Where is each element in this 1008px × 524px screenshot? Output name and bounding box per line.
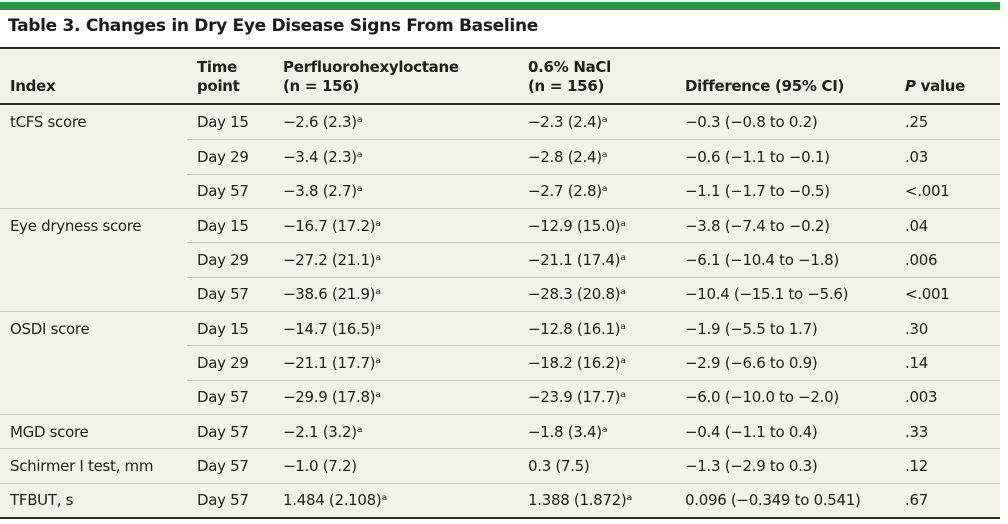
cell-time-point: Day 29 — [187, 242, 273, 276]
cell-control-value: −23.9 (17.7)ᵃ — [518, 379, 675, 414]
cell-index — [0, 277, 187, 311]
cell-control-value: −1.8 (3.4)ᵃ — [518, 413, 675, 448]
cell-index — [0, 174, 187, 208]
cell-p-value: .003 — [895, 379, 1000, 414]
cell-p-value: .25 — [905, 113, 928, 132]
cell-control-value: −12.9 (15.0)ᵃ — [518, 207, 675, 242]
cell-control-value: 0.3 (7.5) — [518, 448, 675, 482]
table-row: MGD score Day 57 −2.1 (3.2)ᵃ −1.8 (3.4)ᵃ… — [0, 413, 1000, 448]
table-title: Table 3. Changes in Dry Eye Disease Sign… — [8, 16, 538, 36]
cell-p-value: <.001 — [895, 276, 1000, 311]
cell-treatment-value: −38.6 (21.9)ᵃ — [273, 276, 518, 311]
cell-treatment-value: −14.7 (16.5)ᵃ — [273, 310, 518, 345]
cell-p-value: .33 — [895, 413, 1000, 448]
cell-time-point: Day 57 — [187, 276, 273, 311]
cell-p-value: .30 — [895, 310, 1000, 345]
cell-difference: −6.1 (−10.4 to −1.8) — [675, 242, 895, 276]
cell-treatment-value: −3.8 (2.7)ᵃ — [273, 173, 518, 208]
cell-difference: −1.9 (−5.5 to 1.7) — [675, 310, 895, 345]
cell-time-point: Day 57 — [187, 379, 273, 414]
col-header-treatment: Perfluorohexyloctane (n = 156) — [283, 58, 459, 95]
cell-difference: −0.4 (−1.1 to 0.4) — [675, 413, 895, 448]
col-header-difference: Difference (95% CI) — [685, 77, 845, 95]
cell-treatment-value: −16.7 (17.2)ᵃ — [273, 207, 518, 242]
col-header-time-point: Time point — [197, 58, 240, 95]
table-row: Eye dryness score Day 15 −16.7 (17.2)ᵃ −… — [0, 207, 1000, 242]
table-row: tCFS score Day 15 −2.6 (2.3)ᵃ −2.3 (2.4)… — [0, 105, 1000, 139]
cell-treatment-value: −21.1 (17.7)ᵃ — [273, 345, 518, 379]
cell-index: OSDI score — [0, 310, 187, 345]
cell-index — [0, 242, 187, 276]
cell-index — [0, 345, 187, 379]
cell-difference: −2.9 (−6.6 to 0.9) — [675, 345, 895, 379]
cell-p-value: .04 — [895, 207, 1000, 242]
table-row: OSDI score Day 15 −14.7 (16.5)ᵃ −12.8 (1… — [0, 310, 1000, 345]
table-row: Day 29 −21.1 (17.7)ᵃ −18.2 (16.2)ᵃ −2.9 … — [0, 345, 1000, 379]
cell-difference: −1.3 (−2.9 to 0.3) — [675, 448, 895, 482]
table-row: Schirmer I test, mm Day 57 −1.0 (7.2) 0.… — [0, 448, 1000, 482]
cell-control-value: −2.3 (2.4)ᵃ — [528, 113, 608, 132]
cell-time-point: Day 57 — [187, 482, 273, 517]
cell-difference: −0.6 (−1.1 to −0.1) — [675, 139, 895, 173]
cell-difference: −0.3 (−0.8 to 0.2) — [685, 113, 818, 132]
cell-index — [0, 139, 187, 173]
cell-p-value: .006 — [895, 242, 1000, 276]
col-header-index: Index — [10, 77, 56, 95]
table-row: Day 29 −3.4 (2.3)ᵃ −2.8 (2.4)ᵃ −0.6 (−1.… — [0, 139, 1000, 173]
cell-index: Eye dryness score — [0, 207, 187, 242]
cell-time-point: Day 15 — [197, 113, 249, 132]
cell-treatment-value: −27.2 (21.1)ᵃ — [273, 242, 518, 276]
cell-control-value: −18.2 (16.2)ᵃ — [518, 345, 675, 379]
cell-difference: 0.096 (−0.349 to 0.541) — [675, 482, 895, 517]
table-row: TFBUT, s Day 57 1.484 (2.108)ᵃ 1.388 (1.… — [0, 482, 1000, 517]
cell-index: tCFS score — [10, 113, 87, 132]
cell-treatment-value: −2.6 (2.3)ᵃ — [283, 113, 363, 132]
cell-control-value: 1.388 (1.872)ᵃ — [518, 482, 675, 517]
cell-treatment-value: −2.1 (3.2)ᵃ — [273, 413, 518, 448]
cell-index: TFBUT, s — [0, 482, 187, 517]
cell-p-value: .67 — [895, 482, 1000, 517]
table-row: Day 57 −29.9 (17.8)ᵃ −23.9 (17.7)ᵃ −6.0 … — [0, 379, 1000, 414]
cell-p-value: .12 — [895, 448, 1000, 482]
cell-control-value: −21.1 (17.4)ᵃ — [518, 242, 675, 276]
cell-control-value: −2.8 (2.4)ᵃ — [518, 139, 675, 173]
cell-time-point: Day 15 — [187, 207, 273, 242]
col-header-control: 0.6% NaCl (n = 156) — [528, 58, 611, 95]
data-table: Index Time point Perfluorohexyloctane (n… — [0, 47, 1000, 519]
cell-treatment-value: −1.0 (7.2) — [273, 448, 518, 482]
cell-control-value: −28.3 (20.8)ᵃ — [518, 276, 675, 311]
cell-control-value: −2.7 (2.8)ᵃ — [518, 173, 675, 208]
cell-time-point: Day 29 — [187, 139, 273, 173]
cell-index: Schirmer I test, mm — [0, 448, 187, 482]
cell-difference: −1.1 (−1.7 to −0.5) — [675, 173, 895, 208]
cell-time-point: Day 29 — [187, 345, 273, 379]
cell-difference: −6.0 (−10.0 to −2.0) — [675, 379, 895, 414]
cell-time-point: Day 57 — [187, 413, 273, 448]
cell-treatment-value: −29.9 (17.8)ᵃ — [273, 379, 518, 414]
cell-treatment-value: 1.484 (2.108)ᵃ — [273, 482, 518, 517]
table-row: Day 57 −38.6 (21.9)ᵃ −28.3 (20.8)ᵃ −10.4… — [0, 276, 1000, 311]
cell-p-value: <.001 — [895, 173, 1000, 208]
col-header-p-value: P value — [905, 77, 966, 95]
cell-time-point: Day 57 — [187, 173, 273, 208]
cell-p-value: .03 — [895, 139, 1000, 173]
cell-index — [0, 380, 187, 414]
table-header-row: Index Time point Perfluorohexyloctane (n… — [0, 49, 1000, 105]
cell-index: MGD score — [0, 413, 187, 448]
table-body: tCFS score Day 15 −2.6 (2.3)ᵃ −2.3 (2.4)… — [0, 105, 1000, 517]
accent-bar — [0, 2, 1000, 10]
cell-difference: −10.4 (−15.1 to −5.6) — [675, 276, 895, 311]
table-row: Day 29 −27.2 (21.1)ᵃ −21.1 (17.4)ᵃ −6.1 … — [0, 242, 1000, 276]
cell-time-point: Day 57 — [187, 448, 273, 482]
cell-difference: −3.8 (−7.4 to −0.2) — [675, 207, 895, 242]
cell-p-value: .14 — [895, 345, 1000, 379]
cell-control-value: −12.8 (16.1)ᵃ — [518, 310, 675, 345]
table-row: Day 57 −3.8 (2.7)ᵃ −2.7 (2.8)ᵃ −1.1 (−1.… — [0, 173, 1000, 208]
cell-time-point: Day 15 — [187, 310, 273, 345]
cell-treatment-value: −3.4 (2.3)ᵃ — [273, 139, 518, 173]
